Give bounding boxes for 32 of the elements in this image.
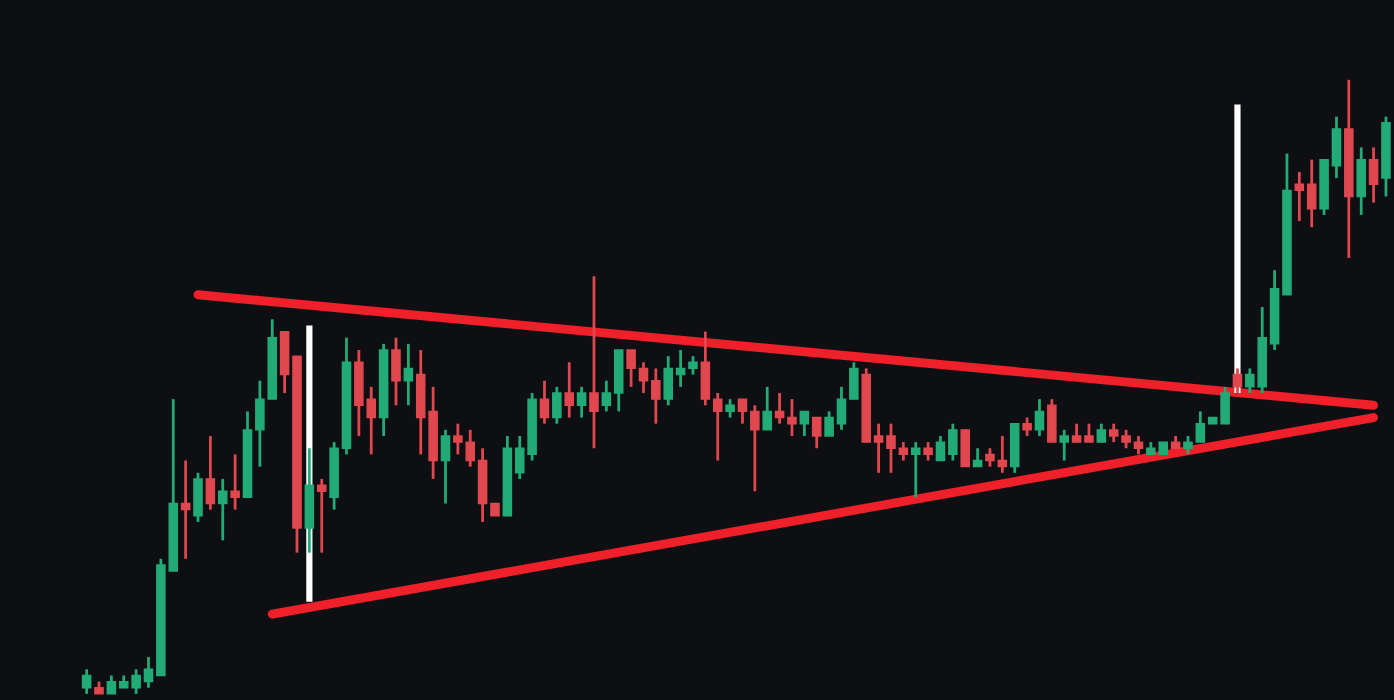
candlestick [1034,397,1045,438]
candlestick [1047,397,1057,444]
candlestick [799,410,810,438]
candlestick [552,385,562,426]
candlestick [589,274,599,450]
candlestick [180,459,191,561]
candlestick [762,385,773,432]
candlestick [725,397,735,419]
candlestick [440,428,451,505]
candlestick [972,446,983,469]
candlestick [205,434,216,512]
candlestick [1356,145,1366,217]
candlestick [81,667,92,696]
candlestick [1022,416,1032,438]
candlestick [960,428,970,469]
candlestick [217,477,228,542]
candlestick [1059,428,1069,462]
candlestick [923,440,933,462]
candlestick [316,477,327,555]
candlestick [910,440,921,499]
candlestick [811,416,822,450]
candlestick [539,379,550,426]
candlestick [1232,367,1243,395]
candlestick [391,336,401,407]
candlestick [1368,145,1379,205]
candlestick [403,342,414,407]
candlestick [1096,422,1107,444]
candlestick [576,385,587,419]
candlestick [193,471,203,524]
candlestick [1009,422,1020,475]
candlestick [230,453,240,512]
candlestick [564,360,575,419]
